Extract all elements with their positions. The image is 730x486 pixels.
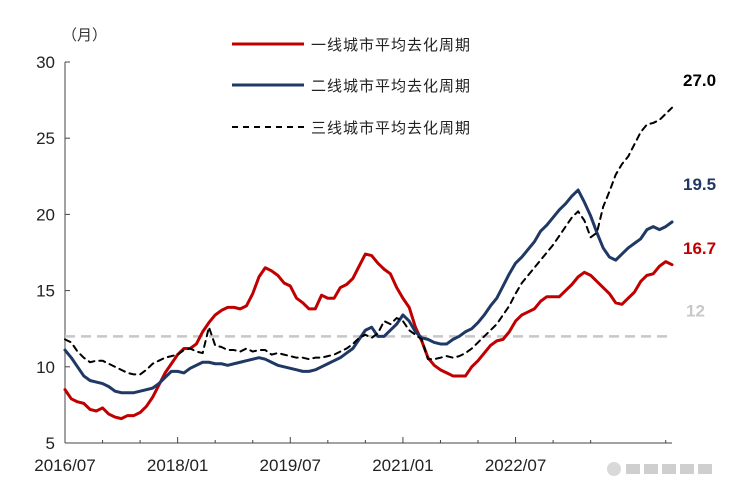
end-labels: 16.7 19.5 27.0 xyxy=(683,71,716,258)
legend-label-2: 二线城市平均去化周期 xyxy=(311,77,471,95)
series-group xyxy=(63,106,674,421)
y-tick-label: 10 xyxy=(36,358,55,377)
x-tick-label: 2019/07 xyxy=(260,456,321,475)
end-label-2: 19.5 xyxy=(683,175,716,194)
y-axis-unit-label: （月） xyxy=(62,26,107,44)
reference-line-group: 12 xyxy=(65,301,705,338)
y-tick-label: 25 xyxy=(36,129,55,148)
legend-label-1: 一线城市平均去化周期 xyxy=(311,36,471,54)
y-tick-label: 20 xyxy=(36,205,55,224)
series-line-3 xyxy=(64,106,673,376)
watermark-logo xyxy=(604,456,726,482)
x-tick-label: 2016/07 xyxy=(34,456,95,475)
end-label-3: 27.0 xyxy=(683,71,716,90)
x-tick-label: 2018/01 xyxy=(147,456,208,475)
axes: 5 10 15 20 25 30 2016/07 2018/01 2019/07 2021/01 2… xyxy=(34,53,672,475)
x-tick-label: 2021/01 xyxy=(372,456,433,475)
y-tick-label: 5 xyxy=(46,434,55,453)
reference-line-label: 12 xyxy=(686,301,705,320)
legend-label-3: 三线城市平均去化周期 xyxy=(311,119,471,137)
y-tick-label: 15 xyxy=(36,282,55,301)
series-line-2 xyxy=(63,188,674,395)
x-tick-label: 2022/07 xyxy=(485,456,546,475)
y-tick-label: 30 xyxy=(36,53,55,72)
series-line-1 xyxy=(63,252,674,421)
end-label-1: 16.7 xyxy=(683,239,716,258)
